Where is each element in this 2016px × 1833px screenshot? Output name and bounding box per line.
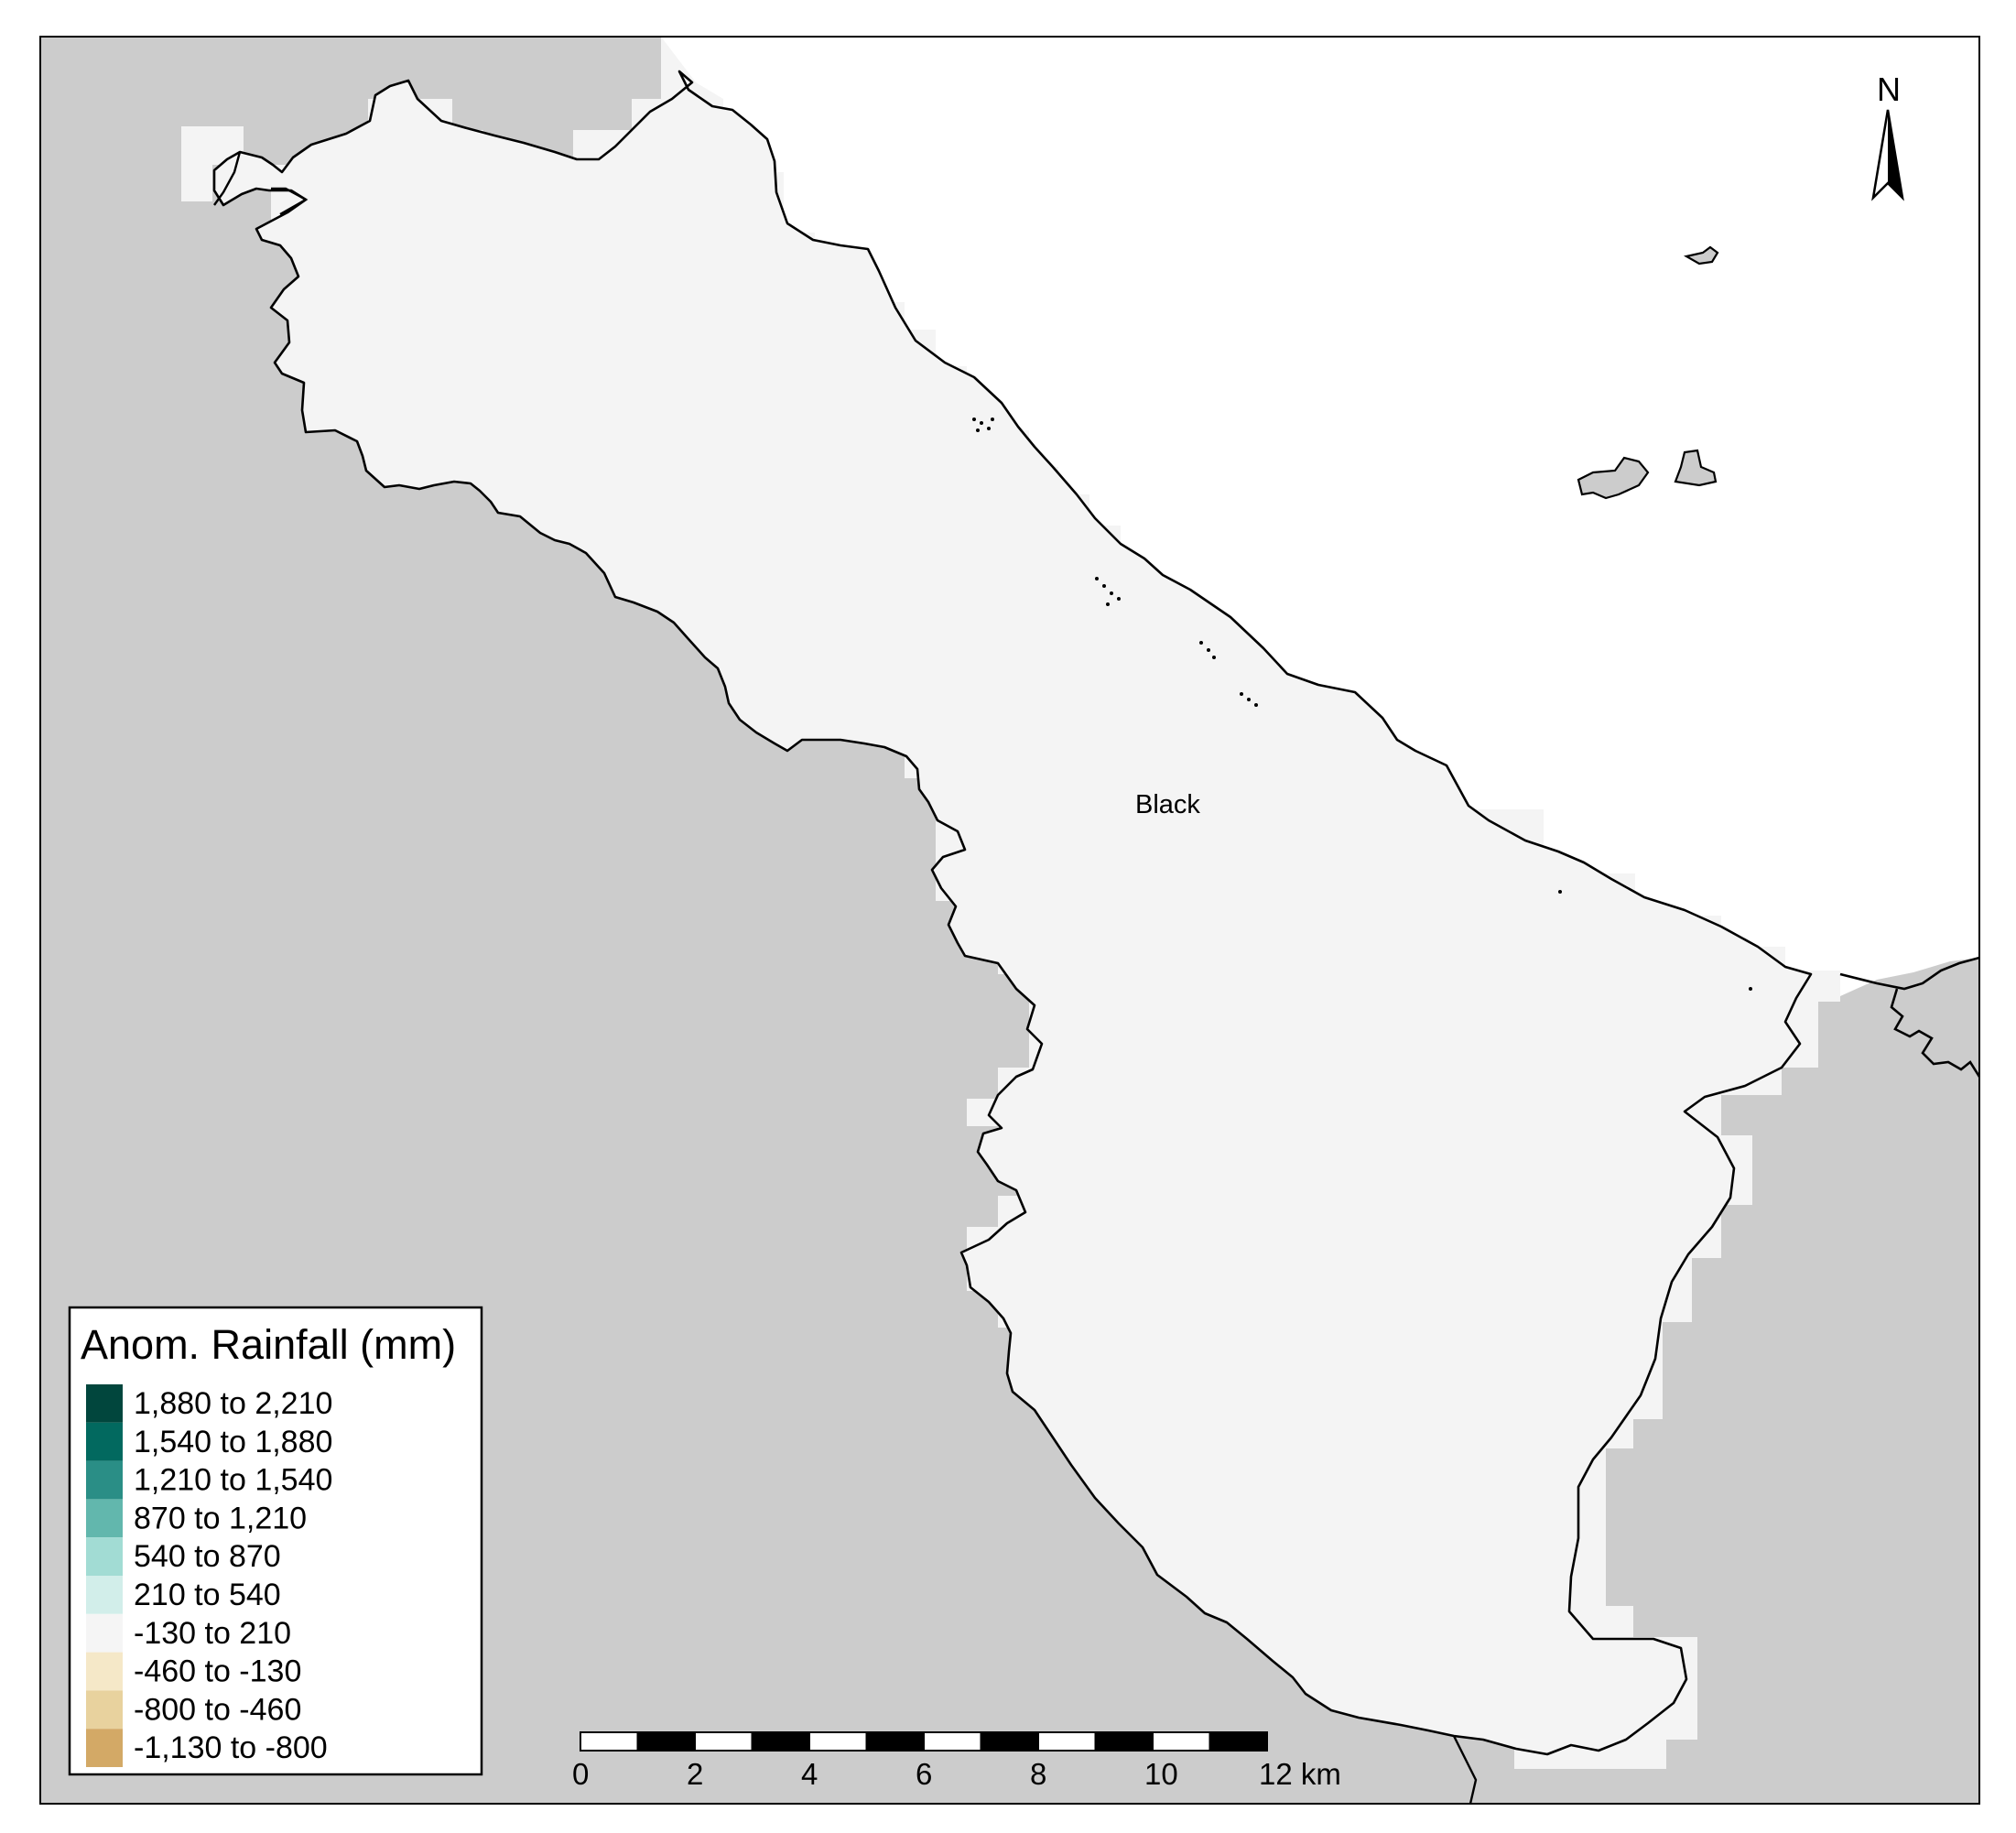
legend-label: -1,130 to -800: [134, 1730, 328, 1765]
river-south: [1452, 1735, 1478, 1805]
legend-label: 210 to 540: [134, 1578, 281, 1612]
legend-swatch: [86, 1384, 123, 1423]
island-medium: [1674, 449, 1718, 487]
legend-box: [68, 1306, 483, 1776]
map-border: [39, 36, 1980, 1805]
scale-tick-label: 10: [1144, 1757, 1178, 1791]
legend-label: 540 to 870: [134, 1539, 281, 1574]
scale-segment: [1152, 1731, 1211, 1752]
sea-area: [661, 37, 1979, 996]
scale-segment: [1209, 1731, 1268, 1752]
place-label: Black: [1135, 790, 1200, 819]
scale-segment: [923, 1731, 982, 1752]
legend-label: -800 to -460: [134, 1692, 301, 1727]
legend-swatch: [86, 1499, 123, 1538]
scale-segment: [580, 1731, 639, 1752]
scale-segment: [636, 1731, 696, 1752]
scale-segment: [808, 1731, 868, 1752]
scale-segment: [694, 1731, 753, 1752]
north-arrow: N: [1871, 70, 1904, 201]
scale-segment: [751, 1731, 810, 1752]
legend-swatch: [86, 1422, 123, 1461]
legend-label: 1,540 to 1,880: [134, 1425, 332, 1459]
legend-swatch: [86, 1690, 123, 1730]
legend-swatch: [86, 1613, 123, 1653]
scale-bar: 0 2 4 6 8 10 12 km: [572, 1731, 1341, 1791]
study-area-black[interactable]: [212, 70, 1813, 1756]
legend-swatch: [86, 1729, 123, 1767]
scale-tick-label: 4: [801, 1757, 818, 1791]
legend: Anom. Rainfall (mm) 1,880 to 2,210 1,540 …: [68, 1306, 483, 1776]
scale-tick-label: 8: [1030, 1757, 1046, 1791]
legend-swatch: [86, 1576, 123, 1614]
scale-segment: [1037, 1731, 1097, 1752]
island-large: [1577, 456, 1650, 500]
scale-tick-label: 6: [916, 1757, 932, 1791]
legend-label: 1,880 to 2,210: [134, 1386, 332, 1421]
scale-tick-label: 12 km: [1259, 1757, 1341, 1791]
scale-tick-label: 0: [572, 1757, 589, 1791]
legend-swatch: [86, 1652, 123, 1691]
scale-segment: [1094, 1731, 1154, 1752]
scale-segment: [980, 1731, 1039, 1752]
north-label: N: [1877, 70, 1901, 108]
legend-label: 1,210 to 1,540: [134, 1463, 332, 1498]
legend-swatch: [86, 1537, 123, 1576]
legend-label: -130 to 210: [134, 1616, 291, 1651]
scale-segment: [865, 1731, 925, 1752]
scale-tick-label: 2: [687, 1757, 703, 1791]
legend-label: 870 to 1,210: [134, 1501, 307, 1535]
legend-swatch: [86, 1460, 123, 1500]
river-channel: [1839, 956, 1981, 1078]
legend-title: Anom. Rainfall (mm): [81, 1321, 456, 1368]
nw-coast-line: [213, 151, 309, 216]
legend-label: -460 to -130: [134, 1654, 301, 1689]
island-small: [1683, 245, 1719, 266]
coastal-specks: [972, 418, 1752, 991]
